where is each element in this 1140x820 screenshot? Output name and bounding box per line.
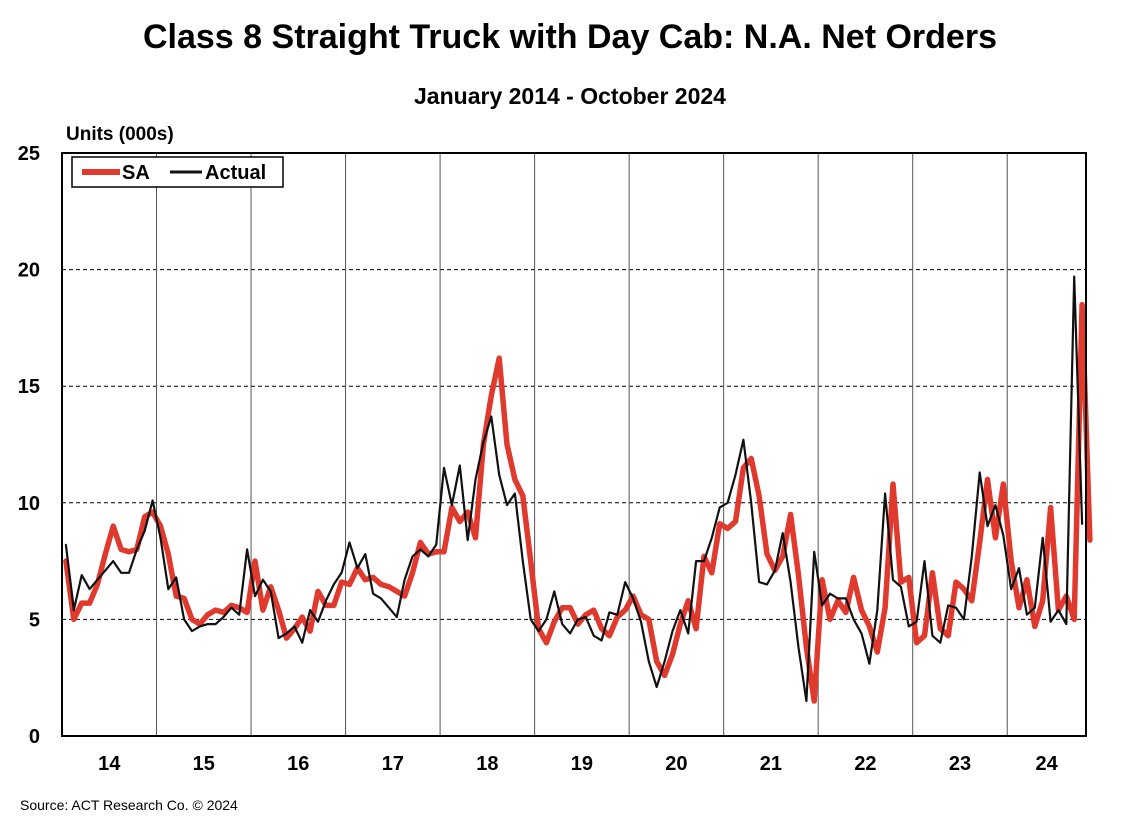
x-axis-ticks: 14 15 16 17 18 19 20 21 22 23 24: [98, 753, 1058, 775]
series-lines: [63, 275, 1093, 704]
x-tick-label: 20: [665, 753, 687, 775]
y-tick-label: 20: [18, 260, 40, 282]
x-tick-label: 19: [571, 753, 593, 775]
y-tick-label: 15: [18, 376, 40, 398]
plot-frame: [61, 152, 1087, 737]
legend: SA Actual: [71, 156, 284, 188]
y-tick-label: 10: [18, 493, 40, 515]
source-note: Source: ACT Research Co. © 2024: [20, 797, 238, 813]
series-line-actual: [64, 275, 1084, 703]
y-axis-label: Units (000s): [66, 124, 174, 145]
y-tick-label: 5: [29, 609, 40, 631]
chart-title: Class 8 Straight Truck with Day Cab: N.A…: [142, 18, 997, 56]
chart-subtitle: January 2014 - October 2024: [414, 83, 726, 109]
x-tick-label: 21: [760, 753, 782, 775]
legend-label-sa: SA: [122, 162, 150, 184]
y-tick-label: 0: [29, 726, 40, 748]
chart-grid: [62, 153, 1086, 736]
x-tick-label: 24: [1035, 753, 1058, 775]
series-line-sa: [63, 301, 1093, 704]
y-axis-ticks: 0 5 10 15 20 25: [18, 143, 40, 748]
legend-label-actual: Actual: [205, 162, 266, 184]
x-tick-label: 16: [287, 753, 309, 775]
x-tick-label: 17: [382, 753, 404, 775]
x-tick-label: 15: [193, 753, 215, 775]
x-tick-label: 22: [854, 753, 876, 775]
x-tick-label: 18: [476, 753, 498, 775]
y-tick-label: 25: [18, 143, 40, 165]
x-tick-label: 14: [98, 753, 121, 775]
x-tick-label: 23: [949, 753, 971, 775]
